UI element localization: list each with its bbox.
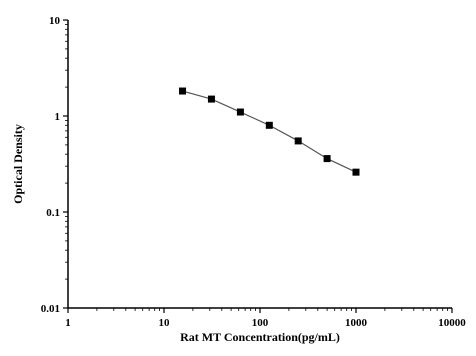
y-tick-label: 0.1 <box>46 207 60 219</box>
data-point <box>352 168 360 176</box>
y-tick-label: 1 <box>55 111 61 123</box>
data-point <box>294 137 302 145</box>
axes <box>67 20 452 309</box>
y-tick-label: 10 <box>49 15 61 27</box>
x-tick-label: 1 <box>65 317 71 329</box>
data-point <box>179 87 187 95</box>
data-point <box>323 155 331 163</box>
ticks: 1 10 100 1000 10000 0.01 0.1 1 10 <box>41 15 467 329</box>
x-tick-label: 1000 <box>345 317 368 329</box>
x-axis-label: Rat MT Concentration(pg/mL) <box>180 330 340 344</box>
y-tick-label: 0.01 <box>41 303 60 315</box>
series <box>179 87 360 176</box>
data-point <box>207 95 215 103</box>
y-axis-label: Optical Density <box>11 124 25 204</box>
x-tick-label: 100 <box>252 317 269 329</box>
data-point <box>236 108 244 116</box>
x-tick-label: 10000 <box>438 317 466 329</box>
data-point <box>265 121 273 129</box>
x-tick-label: 10 <box>159 317 171 329</box>
